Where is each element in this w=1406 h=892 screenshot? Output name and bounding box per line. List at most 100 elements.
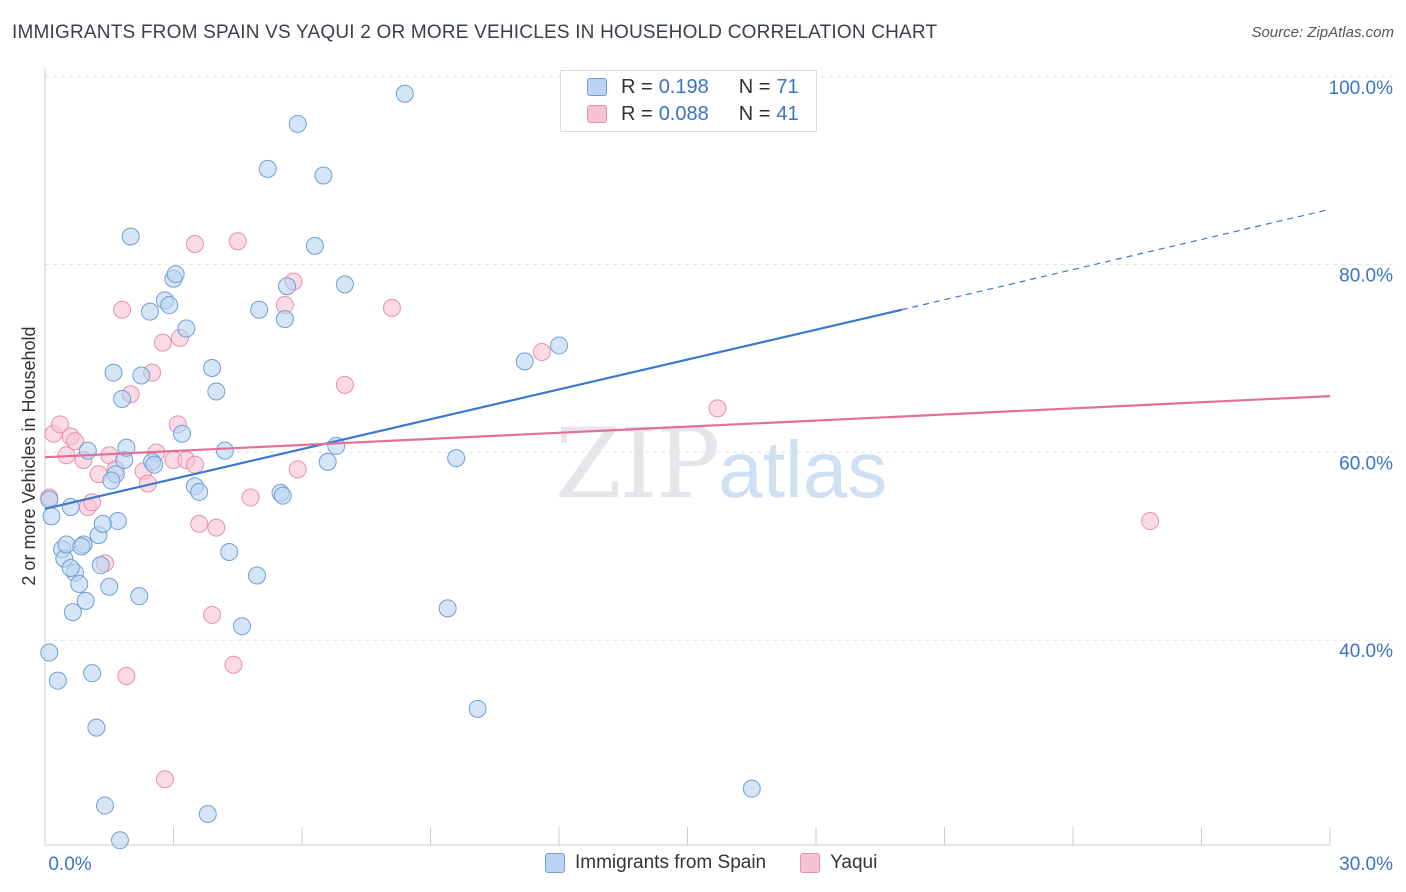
y-tick-label: 40.0% (1339, 641, 1393, 662)
chart-title: IMMIGRANTS FROM SPAIN VS YAQUI 2 OR MORE… (12, 22, 938, 43)
legend-n-value-yaqui: 41 (776, 102, 799, 125)
yaqui-point (190, 514, 209, 533)
legend-n-label: N = (738, 102, 771, 125)
spain-point (278, 277, 297, 296)
spain-point (140, 302, 159, 321)
spain-point (63, 603, 82, 622)
legend-r-label: R = (621, 75, 653, 98)
spain-point (258, 159, 277, 178)
spain-point (447, 449, 466, 468)
spain-point (113, 389, 132, 408)
spain-point (93, 514, 112, 533)
spain-point (108, 512, 127, 531)
spain-point (215, 441, 234, 460)
legend-r-value-spain: 0.198 (658, 75, 709, 98)
spain-point (207, 382, 226, 401)
yaqui-point (532, 343, 551, 362)
y-tick-label: 100.0% (1329, 78, 1394, 99)
spain-point (160, 296, 179, 315)
legend-swatch-yaqui (587, 105, 607, 123)
spain-point (76, 591, 95, 610)
spain-point (61, 558, 80, 577)
yaqui-point (153, 333, 172, 352)
legend-label-spain: Immigrants from Spain (575, 852, 767, 873)
spain-trend-extension (901, 208, 1331, 311)
spain-point (550, 336, 568, 355)
spain-point (305, 236, 324, 255)
spain-point (335, 275, 354, 294)
yaqui-point (1141, 512, 1160, 531)
spain-point (83, 664, 102, 683)
yaqui-point (185, 455, 204, 474)
yaqui-point (113, 300, 132, 319)
watermark-atlas: atlas (718, 425, 888, 514)
spain-point (173, 424, 192, 443)
spain-point (110, 831, 129, 850)
y-tick-label: 80.0% (1339, 266, 1393, 287)
yaqui-point (117, 666, 136, 685)
spain-point (57, 535, 76, 554)
spain-point (48, 671, 67, 690)
spain-point (395, 84, 414, 103)
yaqui-point (207, 518, 226, 537)
legend-row-spain: R = 0.198 N = 71 (587, 74, 799, 100)
spain-point (100, 577, 119, 596)
spain-point (250, 300, 269, 319)
spain-point (42, 507, 61, 526)
yaqui-point (335, 375, 354, 394)
yaqui-point (708, 399, 727, 418)
source-label: Source: ZipAtlas.com (1251, 24, 1394, 41)
yaqui-point (203, 605, 222, 624)
spain-point (275, 310, 294, 329)
spain-point (145, 455, 164, 474)
yaqui-point (382, 298, 401, 317)
yaqui-point (241, 488, 260, 507)
spain-point (248, 566, 267, 585)
yaqui-point (65, 432, 84, 451)
legend-item-spain[interactable]: Immigrants from Spain (545, 852, 766, 874)
spain-point (438, 599, 457, 618)
spain-point (121, 227, 140, 246)
yaqui-point (185, 235, 204, 254)
spain-point (233, 617, 252, 636)
series-legend: Immigrants from Spain Yaqui (545, 852, 911, 874)
legend-swatch-spain (545, 853, 565, 873)
legend-swatch-spain (587, 78, 607, 96)
stats-legend: R = 0.198 N = 71 R = 0.088 N = 41 (560, 70, 817, 132)
spain-point (288, 114, 307, 133)
spain-point (132, 366, 151, 385)
spain-point (40, 643, 59, 662)
spain-point (190, 482, 209, 501)
spain-point (468, 699, 487, 718)
legend-r-label: R = (621, 102, 653, 125)
yaqui-point (155, 770, 174, 789)
spain-point (314, 166, 333, 185)
spain-trend-line (44, 308, 902, 510)
spain-point (130, 587, 149, 606)
x-tick-label: 30.0% (1339, 854, 1393, 875)
spain-point (104, 363, 123, 382)
legend-r-value-yaqui: 0.088 (658, 102, 709, 125)
spain-point (742, 779, 761, 798)
spain-point (177, 319, 196, 338)
spain-point (166, 265, 185, 284)
x-tick-label: 0.0% (48, 854, 91, 875)
spain-point (515, 352, 534, 371)
y-tick-label: 60.0% (1339, 453, 1393, 474)
spain-point (203, 358, 222, 377)
legend-item-yaqui[interactable]: Yaqui (800, 852, 877, 874)
spain-point (91, 556, 110, 575)
legend-n-label: N = (738, 75, 771, 98)
yaqui-point (228, 232, 247, 251)
legend-n-value-spain: 71 (776, 75, 799, 98)
legend-swatch-yaqui (800, 853, 821, 873)
yaqui-trend-line (44, 395, 1331, 459)
spain-point (102, 471, 121, 490)
legend-label-yaqui: Yaqui (830, 852, 878, 873)
spain-point (70, 574, 89, 593)
spain-point (72, 537, 91, 556)
yaqui-point (288, 460, 307, 479)
spain-point (220, 543, 239, 562)
yaqui-point (50, 415, 69, 434)
